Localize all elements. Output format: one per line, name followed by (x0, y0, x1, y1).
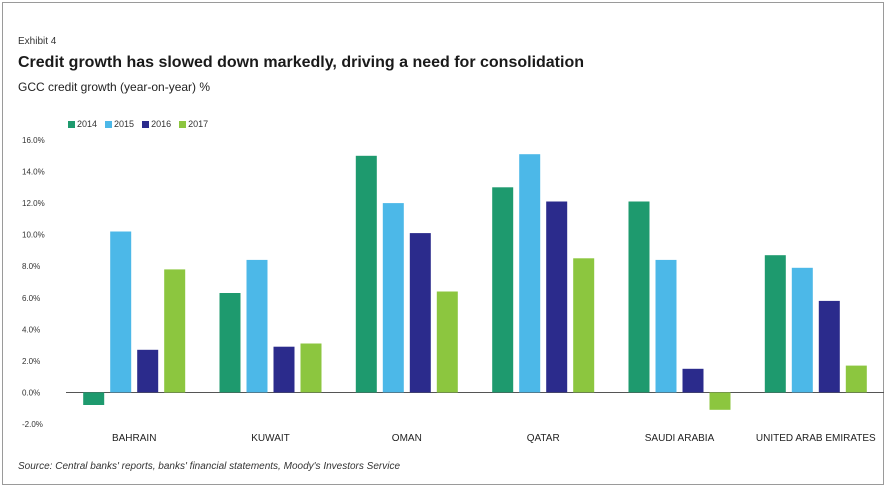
bar-kuwait-2014 (219, 293, 241, 393)
legend-label: 2017 (188, 119, 209, 129)
bar-qatar-2014 (492, 187, 514, 393)
bar-kuwait-2015 (246, 259, 268, 393)
x-category-label: OMAN (392, 433, 422, 444)
bar-saudi-arabia-2017 (709, 392, 731, 410)
bar-bahrain-2015 (110, 231, 132, 393)
bar-saudi-arabia-2016 (682, 368, 704, 393)
y-tick-label: 4.0% (22, 325, 40, 334)
exhibit-label: Exhibit 4 (18, 36, 57, 47)
legend-item-2014: 2014 (68, 119, 97, 129)
legend-label: 2016 (151, 119, 172, 129)
y-tick-label: 2.0% (22, 357, 40, 366)
bar-bahrain-2016 (137, 349, 159, 393)
x-category-label: QATAR (527, 433, 560, 444)
legend-swatch (179, 120, 187, 128)
bar-kuwait-2016 (273, 346, 295, 393)
legend-swatch (68, 120, 75, 128)
legend-swatch (142, 120, 150, 128)
x-category-label: BAHRAIN (112, 433, 156, 444)
y-tick-label: 8.0% (22, 262, 40, 271)
x-category-label: UNITED ARAB EMIRATES (756, 433, 876, 444)
bar-saudi-arabia-2015 (655, 259, 677, 393)
legend-item-2016: 2016 (142, 119, 171, 129)
bar-kuwait-2017 (300, 343, 322, 393)
bar-oman-2016 (409, 233, 431, 393)
bar-bahrain-2014 (83, 392, 105, 405)
bar-oman-2015 (382, 203, 404, 393)
bar-bahrain-2017 (164, 269, 186, 393)
bar-united-arab-emirates-2014 (764, 255, 786, 393)
x-category-label: KUWAIT (251, 433, 290, 444)
source-note: Source: Central banks' reports, banks' f… (18, 461, 401, 472)
y-tick-label: 10.0% (22, 231, 45, 240)
chart-subtitle: GCC credit growth (year-on-year) % (18, 80, 211, 94)
bar-united-arab-emirates-2015 (791, 267, 813, 393)
legend-swatch (105, 120, 113, 128)
y-tick-label: 14.0% (22, 168, 45, 177)
y-tick-label: -2.0% (22, 420, 43, 429)
bar-united-arab-emirates-2016 (818, 300, 840, 393)
legend-item-2015: 2015 (105, 119, 134, 129)
bar-oman-2014 (355, 155, 377, 393)
y-tick-label: 12.0% (22, 199, 45, 208)
y-tick-label: 6.0% (22, 294, 40, 303)
chart-title: Credit growth has slowed down markedly, … (18, 54, 584, 71)
legend-item-2017: 2017 (179, 119, 208, 129)
bar-qatar-2015 (519, 154, 541, 393)
legend-label: 2014 (77, 119, 98, 129)
x-category-label: SAUDI ARABIA (645, 433, 715, 444)
y-tick-label: 0.0% (22, 388, 40, 397)
bar-oman-2017 (436, 291, 458, 393)
legend-label: 2015 (114, 119, 135, 129)
bar-qatar-2017 (573, 258, 595, 393)
bar-saudi-arabia-2014 (628, 201, 650, 393)
y-tick-label: 16.0% (22, 136, 45, 145)
bar-qatar-2016 (546, 201, 568, 393)
chart-legend: 2014 2015 2016 2017 (68, 119, 208, 129)
bar-united-arab-emirates-2017 (845, 365, 867, 393)
